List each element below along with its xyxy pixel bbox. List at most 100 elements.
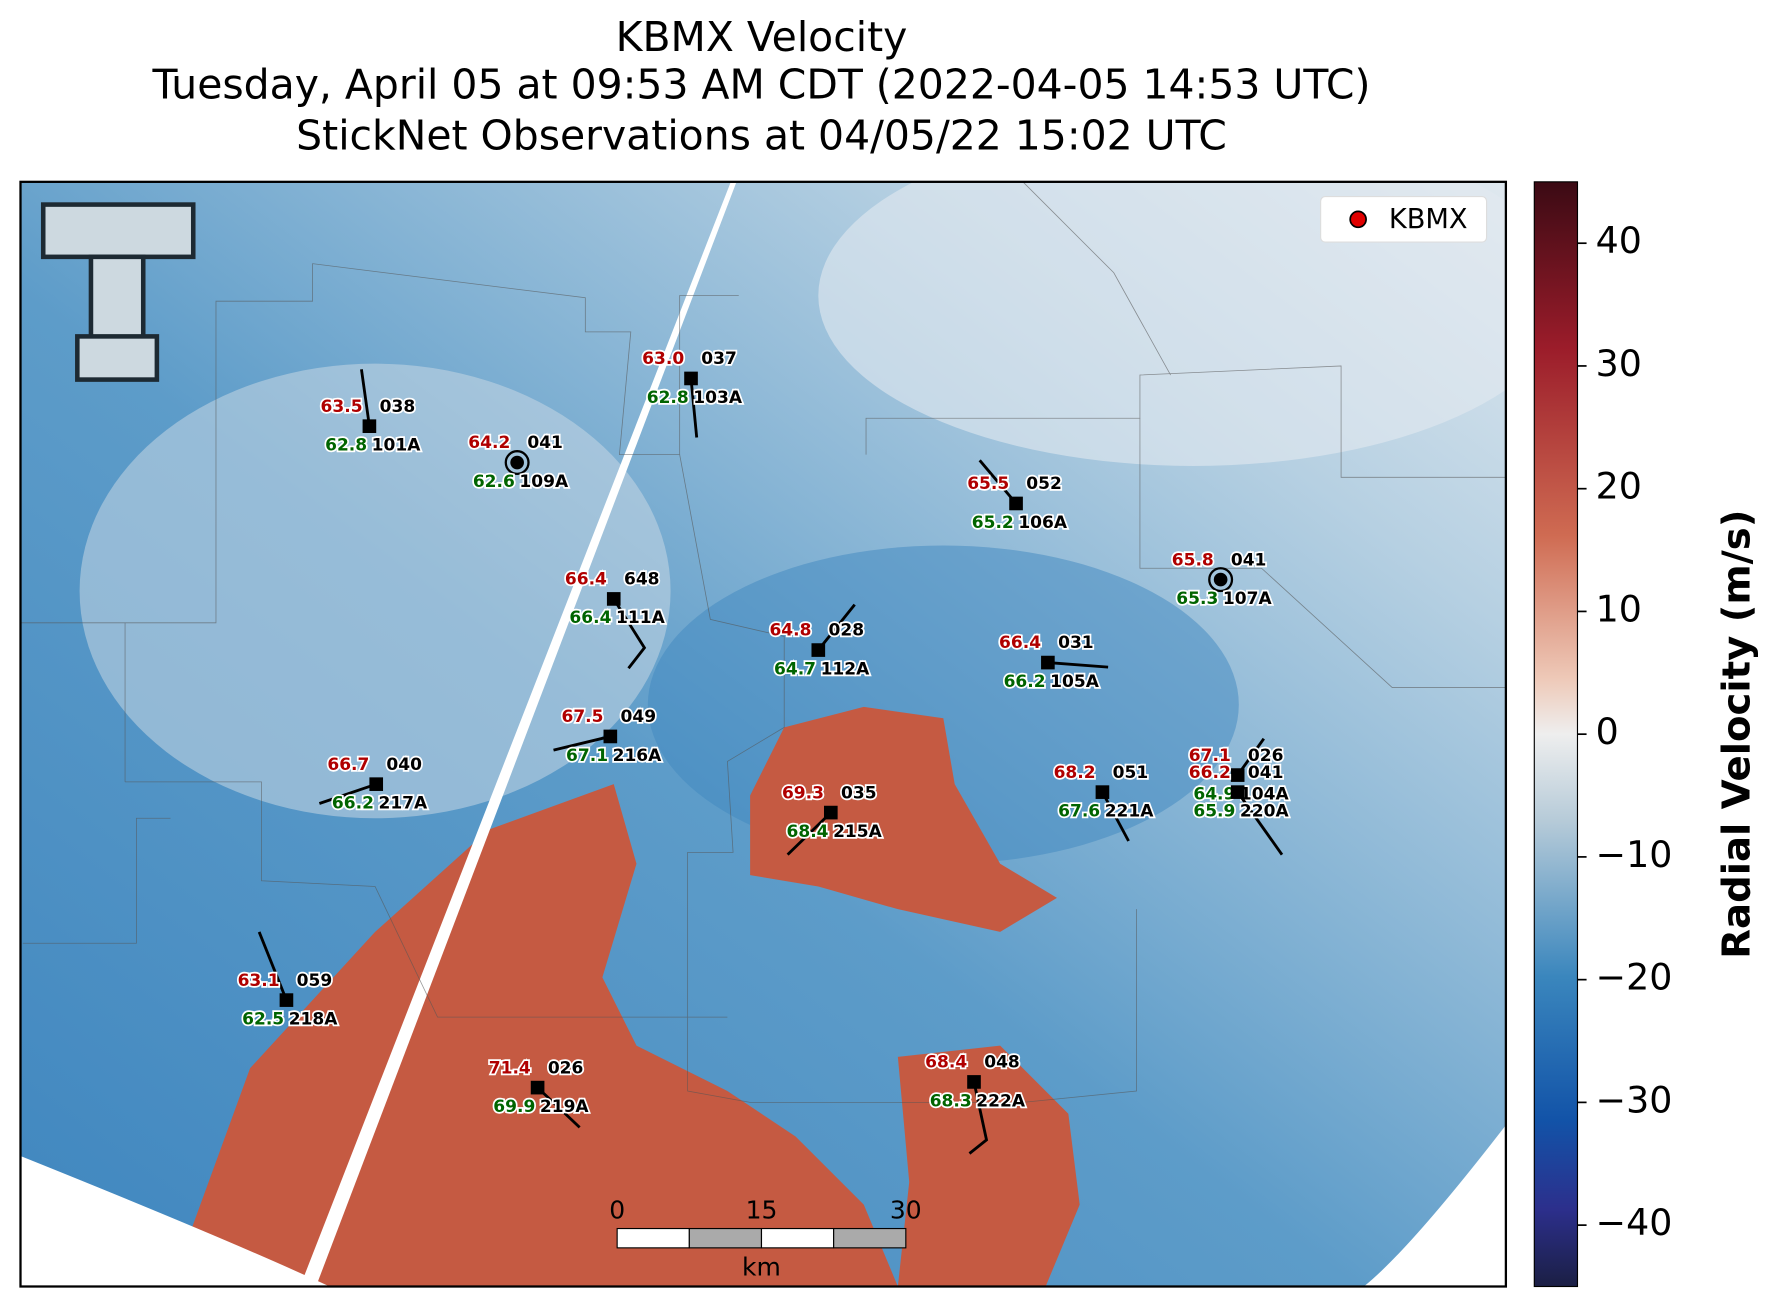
station-id: 101A: [372, 436, 422, 456]
pressure: 041: [1248, 763, 1284, 783]
wind-barb: [689, 378, 699, 438]
temperature: 64.8: [769, 621, 811, 641]
temperature: 66.2: [1189, 763, 1231, 783]
station-marker: [1230, 785, 1245, 799]
temperature: 65.8: [1172, 550, 1214, 570]
station-id: 218A: [289, 1009, 339, 1029]
station: 67.5 049 67.1 216A: [553, 705, 664, 767]
wind-barb: [968, 1081, 989, 1155]
pressure: 038: [380, 397, 416, 417]
pressure: 037: [701, 349, 737, 369]
station-id: 215A: [833, 822, 883, 842]
temperature: 63.1: [238, 971, 280, 991]
station: 64.2 041 62.6 109A: [467, 432, 571, 494]
station-marker: [603, 729, 618, 744]
temperature: 68.2: [1054, 763, 1096, 783]
station-marker: [1208, 567, 1234, 593]
title: KBMX Velocity: [616, 13, 908, 61]
station-marker: [510, 455, 524, 470]
subtitle: StickNet Observations at 04/05/22 15:02 …: [296, 112, 1227, 160]
station-marker: [369, 777, 384, 791]
station: 63.1 059 62.5 218A: [236, 931, 340, 1031]
temperature: 63.0: [642, 349, 684, 369]
wind-barb: [536, 1086, 581, 1129]
station-marker: [606, 592, 621, 606]
pressure: 026: [1248, 746, 1284, 766]
pressure: 059: [297, 971, 333, 991]
dewpoint: 65.2: [972, 513, 1014, 533]
pressure: 052: [1026, 474, 1062, 494]
station-marker: [967, 1075, 981, 1089]
pressure: 051: [1113, 763, 1149, 783]
dewpoint: 68.4: [787, 822, 829, 842]
station-id: 109A: [519, 472, 569, 492]
dewpoint: 64.7: [774, 659, 816, 679]
dewpoint: 62.8: [325, 436, 367, 456]
station-id: 216A: [613, 746, 663, 766]
legend-marker: [1349, 210, 1367, 229]
station-marker: [1230, 768, 1245, 782]
pressure: 040: [386, 755, 422, 775]
station-marker: [1095, 785, 1110, 799]
subtitle: Tuesday, April 05 at 09:53 AM CDT (2022-…: [152, 61, 1371, 109]
temperature: 66.7: [327, 755, 369, 775]
pressure: 048: [984, 1053, 1020, 1073]
station-id: 103A: [693, 388, 743, 408]
dewpoint: 62.5: [242, 1009, 284, 1029]
station: 66.4 031 66.2 105A: [997, 632, 1109, 694]
temperature: 67.1: [1189, 746, 1231, 766]
colorbar-tick-label: −30: [1596, 1078, 1673, 1121]
station-marker: [504, 450, 530, 476]
station-id: 112A: [821, 659, 871, 679]
dewpoint: 69.9: [493, 1097, 535, 1117]
dewpoint: 66.2: [1004, 672, 1046, 692]
temperature: 65.5: [967, 474, 1009, 494]
station-id: 219A: [540, 1097, 590, 1117]
dewpoint: 66.2: [332, 793, 374, 813]
temperature: 69.3: [782, 783, 824, 803]
dewpoint: 64.9: [1193, 784, 1235, 804]
scale-bar-segment: [616, 1227, 690, 1249]
colorbar-tick-label: −40: [1596, 1201, 1673, 1244]
dewpoint: 67.1: [566, 746, 608, 766]
wind-barb: [817, 603, 856, 651]
station-id: 217A: [378, 793, 428, 813]
wind-barb: [612, 598, 647, 670]
colorbar-tick-label: 10: [1596, 587, 1642, 630]
station: 66.7 040 66.2 217A: [318, 753, 430, 815]
wind-barb: [318, 782, 377, 805]
station-marker: [362, 419, 377, 433]
scale-bar-label: 30: [890, 1195, 922, 1224]
pressure: 028: [829, 621, 865, 641]
pressure: 648: [624, 570, 660, 590]
pressure: 041: [527, 433, 563, 453]
station-id: 221A: [1105, 801, 1155, 821]
legend-box: [1320, 196, 1488, 243]
station: 64.8 028 64.7 112A: [768, 603, 872, 681]
dewpoint: 65.9: [1193, 801, 1235, 821]
colorbar-tick-label: −20: [1596, 956, 1673, 999]
station-marker: [1213, 572, 1228, 587]
dewpoint: 62.6: [473, 472, 515, 492]
station-id: 104A: [1240, 784, 1290, 804]
station: 65.8 041 65.3 107A: [1170, 549, 1274, 611]
temperature: 66.4: [999, 633, 1041, 653]
station-id: 222A: [976, 1091, 1026, 1111]
station: 67.1 026 64.9 104A: [1187, 737, 1291, 806]
station-id: 111A: [616, 608, 666, 628]
colorbar-tick-label: 40: [1596, 219, 1642, 262]
wind-barb: [786, 811, 832, 856]
wind-barb: [360, 369, 371, 427]
station-marker: [1009, 496, 1023, 511]
temperature: 68.4: [925, 1053, 967, 1073]
wind-barb: [1047, 661, 1109, 669]
station-id: 106A: [1018, 513, 1068, 533]
station: 68.4 048 68.3 222A: [923, 1051, 1028, 1155]
station: 71.4 026 69.9 219A: [487, 1057, 591, 1129]
station: 63.5 038 62.8 101A: [319, 369, 423, 457]
station-id: 107A: [1223, 589, 1273, 609]
station-marker: [530, 1080, 545, 1095]
